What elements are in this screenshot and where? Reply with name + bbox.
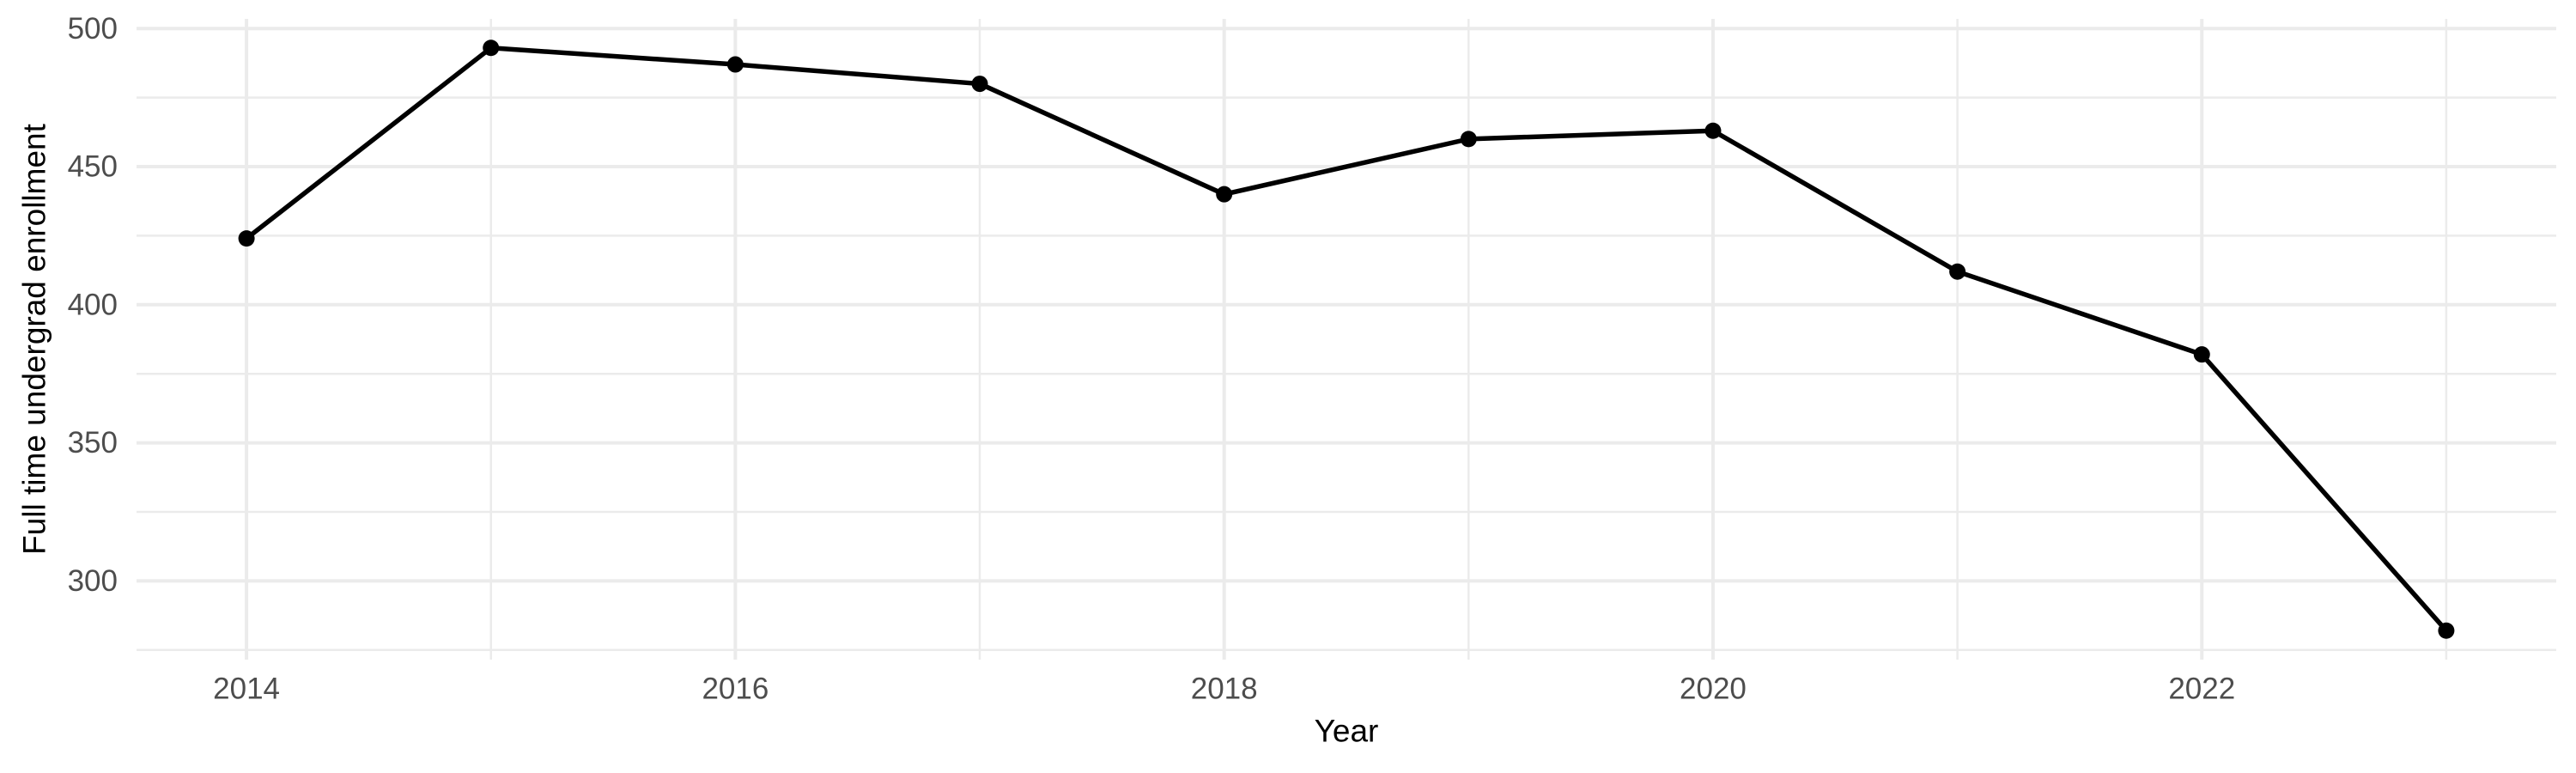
axis-tick-labels: 500 450 400 350 300 2014 2016 2018 2020 2022 — [68, 12, 2236, 706]
x-tick-label-2022: 2022 — [2168, 673, 2235, 706]
data-point-2021 — [1949, 263, 1966, 280]
gridlines-minor — [137, 19, 2556, 660]
enrollment-series — [238, 40, 2455, 639]
y-tick-label-350: 350 — [68, 426, 118, 460]
data-point-2018 — [1216, 186, 1233, 203]
x-tick-label-2016: 2016 — [702, 673, 769, 706]
data-point-2014 — [238, 230, 255, 247]
gridlines-major — [137, 19, 2556, 660]
data-point-2015 — [483, 40, 500, 57]
y-tick-label-300: 300 — [68, 564, 118, 598]
x-tick-label-2018: 2018 — [1191, 673, 1258, 706]
y-axis-title: Full time undergrad enrollment — [17, 123, 52, 555]
data-point-2020 — [1704, 122, 1722, 139]
y-tick-label-450: 450 — [68, 150, 118, 184]
x-axis-title: Year — [1315, 714, 1379, 749]
y-tick-label-500: 500 — [68, 12, 118, 46]
data-point-2023 — [2438, 622, 2455, 639]
data-point-2022 — [2193, 346, 2210, 363]
x-tick-label-2014: 2014 — [213, 673, 280, 706]
x-tick-label-2020: 2020 — [1680, 673, 1747, 706]
data-point-2017 — [971, 76, 988, 93]
data-point-2016 — [726, 56, 744, 73]
enrollment-trend-line — [245, 46, 2448, 633]
data-point-2019 — [1460, 131, 1477, 148]
y-tick-label-400: 400 — [68, 288, 118, 321]
